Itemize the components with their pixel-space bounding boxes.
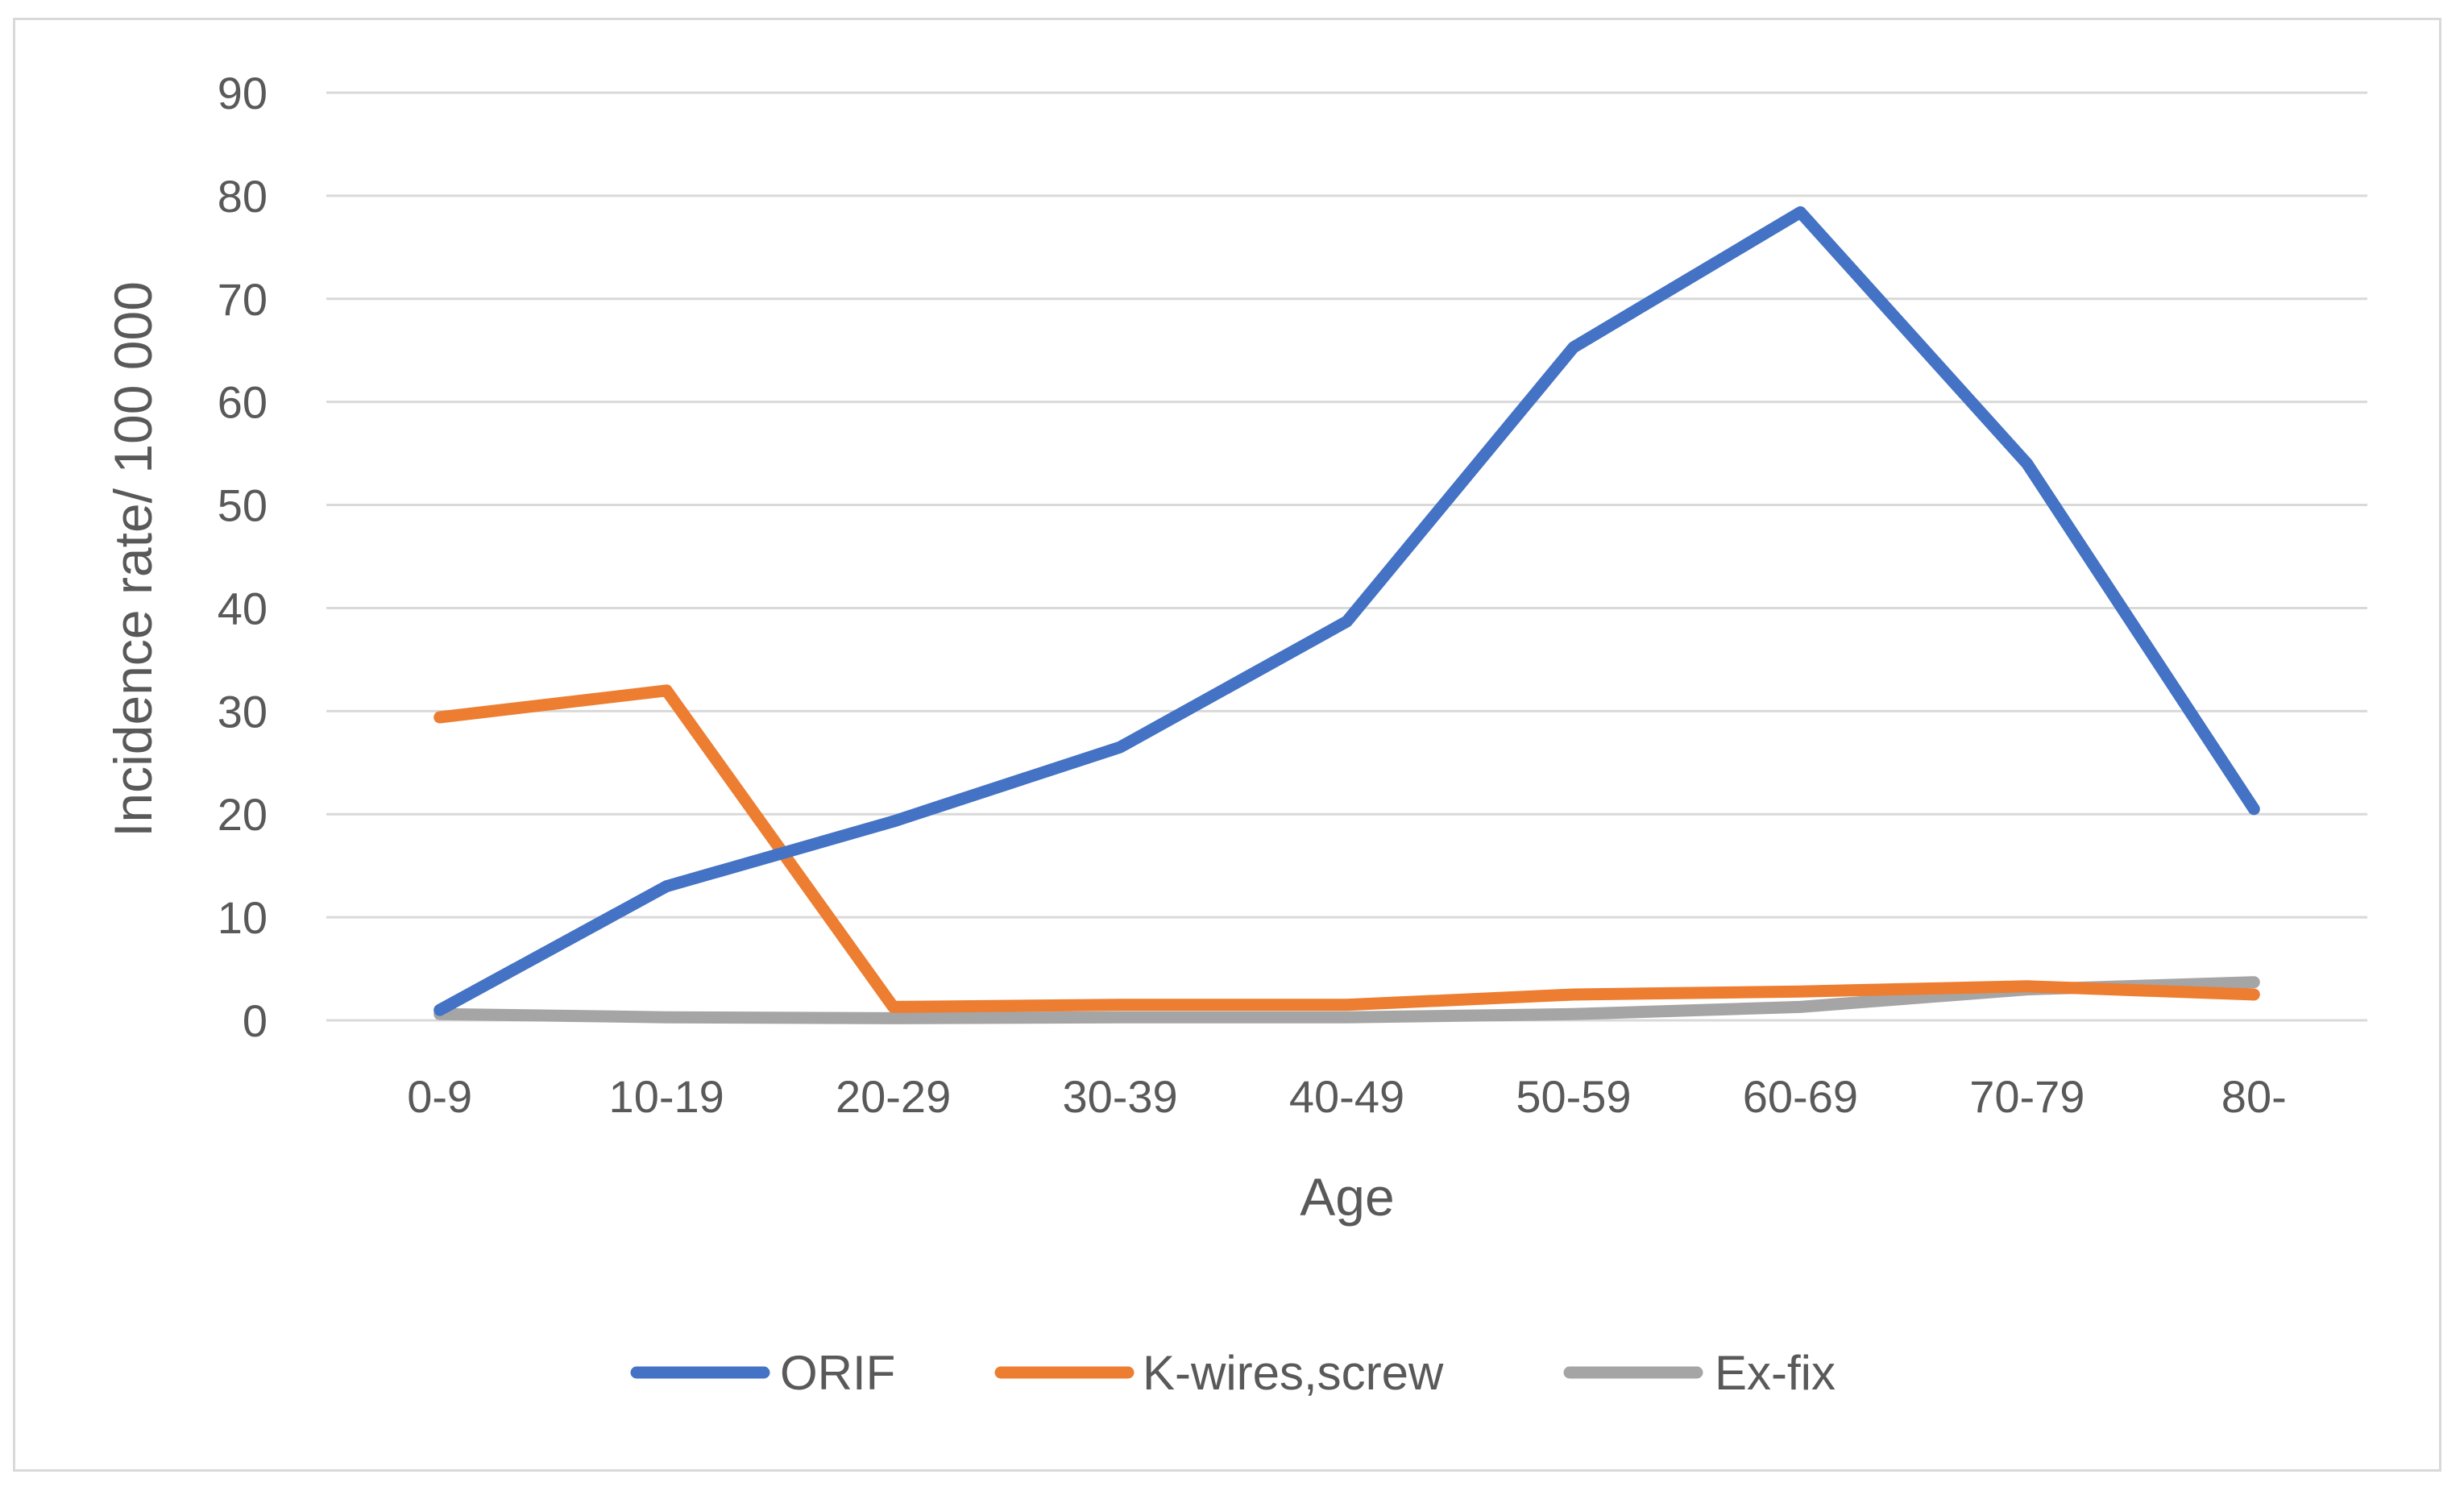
series-line-ex-fix bbox=[433, 976, 2260, 1024]
y-tick-label: 80 bbox=[218, 171, 268, 222]
x-tick-label: 50-59 bbox=[1516, 1071, 1631, 1122]
gridlines bbox=[326, 91, 2367, 1022]
y-tick-label: 50 bbox=[218, 480, 268, 531]
chart-frame bbox=[13, 18, 2441, 1472]
series-line-orif bbox=[433, 206, 2260, 1016]
y-tick-label: 70 bbox=[218, 274, 268, 325]
x-tick-label: 20-29 bbox=[836, 1071, 951, 1122]
y-tick-label: 30 bbox=[218, 686, 268, 737]
x-tick-label: 60-69 bbox=[1743, 1071, 1858, 1122]
x-tick-label: 80- bbox=[2221, 1071, 2287, 1122]
y-tick-label: 0 bbox=[243, 995, 268, 1046]
x-tick-label: 40-49 bbox=[1289, 1071, 1404, 1122]
y-tick-label: 40 bbox=[218, 583, 268, 633]
y-tick-label: 10 bbox=[218, 892, 268, 943]
x-tick-label: 70-79 bbox=[1969, 1071, 2084, 1122]
x-axis-title: Age bbox=[1300, 1167, 1394, 1227]
y-axis-title: Incidence rate/ 100 000 bbox=[103, 281, 163, 837]
legend-label: ORIF bbox=[780, 1346, 895, 1400]
x-tick-label: 30-39 bbox=[1062, 1071, 1177, 1122]
legend: ORIF K-wires,screw Ex-fix bbox=[630, 1346, 1836, 1400]
y-axis-ticks: 0 10 20 30 40 50 60 70 80 90 bbox=[218, 68, 268, 1046]
x-tick-label: 10-19 bbox=[609, 1071, 724, 1122]
series-lines bbox=[433, 206, 2260, 1024]
y-tick-label: 90 bbox=[218, 68, 268, 118]
x-axis-ticks: 0-9 10-19 20-29 30-39 40-49 50-59 60-69 70-79 80… bbox=[407, 1071, 2286, 1122]
series-line-k-wires-screw bbox=[433, 684, 2260, 1013]
x-tick-label: 0-9 bbox=[407, 1071, 472, 1122]
legend-label: K-wires,screw bbox=[1143, 1346, 1444, 1400]
y-tick-label: 60 bbox=[218, 377, 268, 428]
y-tick-label: 20 bbox=[218, 789, 268, 840]
legend-label: Ex-fix bbox=[1715, 1346, 1836, 1400]
